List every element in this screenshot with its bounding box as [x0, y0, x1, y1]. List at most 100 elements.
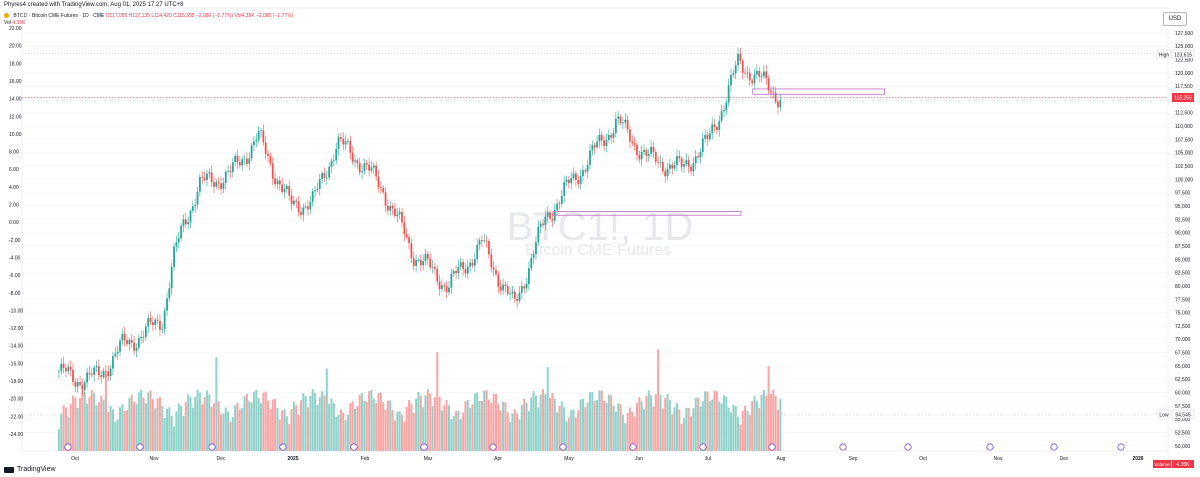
volume-bar	[229, 421, 232, 451]
candle	[250, 145, 253, 159]
candle	[314, 190, 316, 192]
symbol-header[interactable]: BTC1! · Bitcoin CME Futures · 1D · CME O…	[4, 13, 293, 19]
currency-button[interactable]: USD	[1163, 12, 1187, 26]
volume-bar	[485, 390, 488, 451]
candle	[563, 182, 566, 196]
candle	[671, 164, 674, 169]
candle	[161, 328, 164, 330]
volume-bar	[295, 404, 298, 451]
candle	[511, 291, 514, 294]
volume-bar	[184, 402, 187, 451]
candle	[476, 244, 479, 260]
candle	[466, 266, 469, 274]
event-marker-icon[interactable]	[420, 443, 428, 451]
candle	[398, 211, 401, 215]
volume-bar	[149, 390, 152, 451]
low-value-box	[1171, 409, 1195, 419]
candle	[530, 257, 533, 269]
volume-bar	[368, 391, 371, 451]
volume-bar	[497, 403, 500, 451]
high-value-box	[1171, 49, 1195, 59]
volume-bar	[544, 394, 547, 451]
volume-bar	[596, 400, 599, 451]
volume-bar	[358, 394, 361, 451]
left-axis-tick: 20.00	[9, 44, 22, 50]
volume-value-box	[1172, 460, 1194, 468]
volume-bar	[727, 407, 730, 451]
volume-bar	[154, 408, 157, 451]
candle	[318, 179, 321, 189]
time-axis-tick: 2026	[1132, 456, 1143, 462]
event-marker-icon[interactable]	[559, 443, 567, 451]
volume-bar	[135, 404, 138, 451]
event-marker-icon[interactable]	[489, 443, 497, 451]
candle	[283, 189, 286, 192]
event-marker-icon[interactable]	[986, 443, 994, 451]
candle	[438, 281, 441, 290]
event-marker-icon[interactable]	[350, 443, 358, 451]
volume-bar	[624, 423, 627, 451]
volume-bar	[607, 394, 610, 451]
volume-bar	[506, 412, 509, 451]
volume-bar	[349, 403, 352, 451]
volume-legend[interactable]: Vol 4.35K	[4, 20, 25, 26]
candle	[166, 298, 168, 311]
volume-bar	[175, 411, 178, 451]
volume-bar	[480, 400, 483, 451]
event-marker-icon[interactable]	[699, 443, 707, 451]
candle	[347, 140, 349, 142]
volume-bar	[318, 397, 321, 451]
candle	[551, 218, 554, 221]
volume-bar	[236, 402, 239, 451]
candle	[488, 241, 490, 255]
volume-bar	[234, 405, 237, 451]
right-axis-tick: 80,000	[1175, 284, 1191, 290]
volume-bar	[473, 393, 476, 451]
candle	[304, 206, 307, 208]
candle	[361, 171, 363, 173]
event-marker-icon[interactable]	[279, 443, 287, 451]
price-tags: High 123,615 115,355 Low 54,545 Volume 4…	[22, 49, 1195, 468]
event-marker-icon[interactable]	[1050, 443, 1058, 451]
volume-bar	[462, 412, 465, 451]
event-marker-icon[interactable]	[904, 443, 912, 451]
volume-bar	[511, 413, 514, 451]
candle-series	[58, 47, 782, 397]
volume-bar	[351, 401, 354, 451]
volume-bar	[539, 394, 542, 451]
right-axis-tick: 117,500	[1175, 84, 1193, 90]
time-axis-tick: Dec	[217, 456, 226, 462]
volume-bar	[227, 411, 230, 451]
candle	[213, 182, 215, 187]
time-axis-tick: May	[564, 456, 574, 462]
candle	[753, 74, 756, 84]
volume-bar	[290, 409, 293, 451]
zone-upper[interactable]	[752, 88, 886, 95]
symbol-name[interactable]: BTC1! · Bitcoin CME Futures · 1D · CME	[13, 13, 105, 19]
volume-bar	[147, 392, 150, 451]
event-marker-icon[interactable]	[208, 443, 216, 451]
volume-bar	[495, 393, 497, 451]
candle	[638, 155, 641, 160]
candle	[170, 266, 173, 289]
event-marker-icon[interactable]	[839, 443, 847, 451]
event-marker-icon[interactable]	[64, 443, 72, 451]
candle	[478, 240, 481, 245]
zone-lower[interactable]	[552, 211, 742, 216]
event-marker-icon[interactable]	[136, 443, 144, 451]
event-marker-icon[interactable]	[1117, 443, 1125, 451]
right-axis-tick: 95,000	[1175, 204, 1191, 210]
event-marker-icon[interactable]	[768, 443, 776, 451]
candle	[565, 179, 568, 183]
volume-bar	[220, 414, 223, 451]
left-axis-tick: 2.00	[9, 203, 19, 209]
candle	[567, 179, 570, 184]
candle	[340, 137, 342, 139]
event-marker-icon[interactable]	[629, 443, 637, 451]
tradingview-logo[interactable]: TradingView	[4, 466, 56, 473]
candle	[243, 158, 246, 160]
tradingview-logo-icon	[4, 466, 14, 473]
volume-bar	[354, 408, 356, 451]
candle	[570, 178, 573, 184]
